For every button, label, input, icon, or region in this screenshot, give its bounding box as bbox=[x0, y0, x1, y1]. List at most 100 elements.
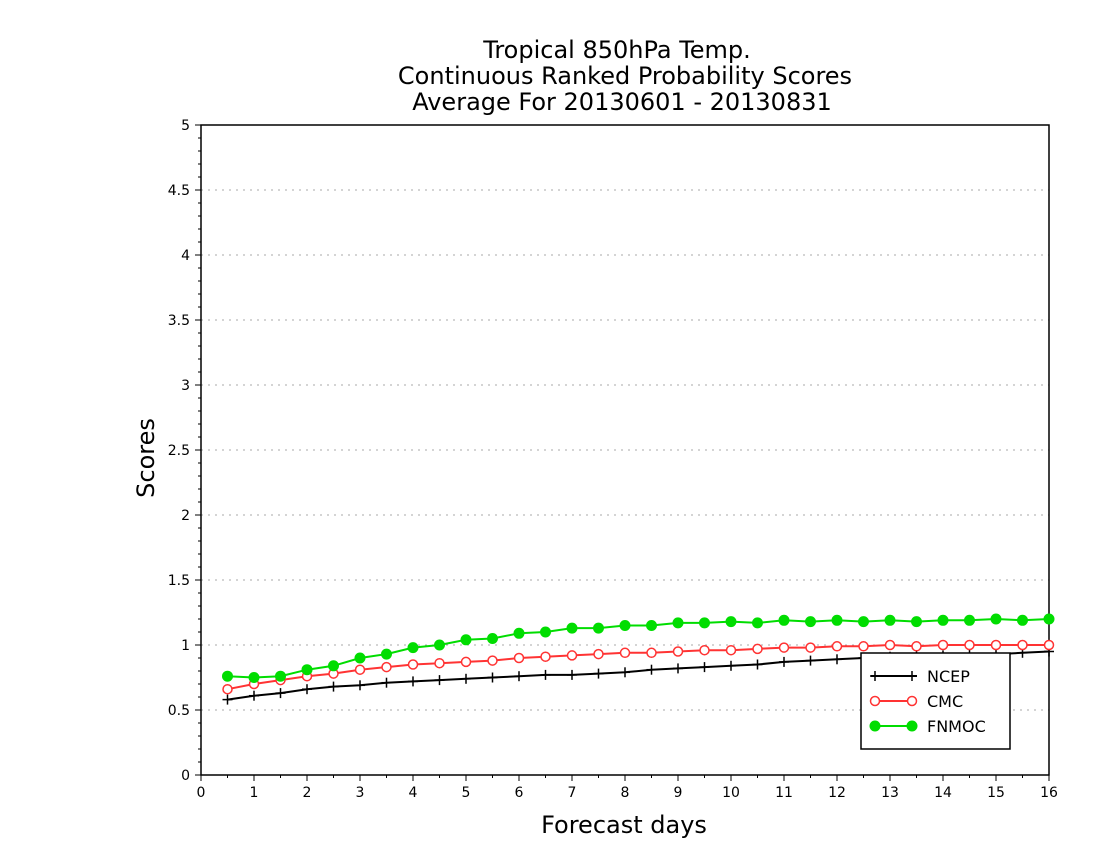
data-point-ncep bbox=[434, 675, 445, 686]
data-point-cmc bbox=[619, 647, 631, 659]
data-point-cmc bbox=[646, 647, 657, 659]
data-point-cmc bbox=[778, 642, 790, 653]
data-point-cmc bbox=[513, 652, 525, 664]
data-point-fnmoc bbox=[434, 639, 445, 651]
data-point-cmc bbox=[566, 650, 578, 661]
data-point-cmc bbox=[354, 664, 366, 675]
data-point-ncep bbox=[805, 655, 816, 666]
data-point-ncep bbox=[275, 688, 286, 699]
data-point-fnmoc bbox=[222, 670, 233, 682]
x-tick-label: 11 bbox=[775, 785, 793, 801]
legend-marker-ncep bbox=[907, 671, 917, 681]
data-point-ncep bbox=[540, 669, 551, 680]
data-point-ncep bbox=[593, 668, 604, 679]
y-tick-label: 1.5 bbox=[168, 573, 190, 589]
data-point-fnmoc bbox=[725, 616, 737, 628]
data-point-ncep bbox=[779, 656, 789, 667]
y-tick-label: 0.5 bbox=[168, 703, 190, 719]
x-tick-label: 9 bbox=[674, 785, 683, 801]
series-cmc bbox=[222, 639, 1055, 695]
data-point-ncep bbox=[514, 671, 524, 682]
x-tick-label: 12 bbox=[828, 785, 846, 801]
legend-label-ncep: NCEP bbox=[927, 667, 970, 686]
y-tick-label: 4 bbox=[181, 248, 190, 264]
data-point-fnmoc bbox=[566, 622, 578, 634]
title-line-3: Average For 20130601 - 20130831 bbox=[412, 88, 832, 116]
data-point-ncep bbox=[381, 677, 392, 688]
data-point-cmc bbox=[460, 656, 472, 668]
data-point-cmc bbox=[222, 683, 233, 695]
data-point-fnmoc bbox=[513, 627, 525, 639]
data-point-cmc bbox=[540, 651, 551, 662]
legend-label-cmc: CMC bbox=[927, 692, 963, 711]
data-point-fnmoc bbox=[752, 617, 763, 629]
data-point-ncep bbox=[673, 663, 683, 674]
data-point-cmc bbox=[752, 643, 763, 655]
legend-marker-fnmoc bbox=[906, 720, 918, 732]
data-point-cmc bbox=[487, 655, 498, 666]
data-point-fnmoc bbox=[1017, 614, 1028, 626]
x-tick-label: 0 bbox=[197, 785, 206, 801]
data-point-ncep bbox=[249, 690, 259, 701]
data-point-fnmoc bbox=[407, 642, 419, 654]
y-tick-label: 3.5 bbox=[168, 313, 190, 329]
axes: 00.511.522.533.544.550 1 2 3 4 5 6 7 8 9 10 11 12 13 1… bbox=[168, 118, 1058, 801]
y-tick-label: 0 bbox=[181, 768, 190, 784]
data-point-fnmoc bbox=[778, 614, 790, 626]
y-tick-label: 1 bbox=[181, 638, 190, 654]
data-point-ncep bbox=[328, 681, 339, 692]
series-fnmoc bbox=[222, 613, 1055, 683]
title-line-2: Continuous Ranked Probability Scores bbox=[398, 62, 852, 90]
x-tick-label: 8 bbox=[621, 785, 630, 801]
y-axis-label: Scores bbox=[132, 418, 160, 498]
data-point-fnmoc bbox=[858, 616, 869, 628]
data-point-fnmoc bbox=[699, 617, 710, 629]
data-point-fnmoc bbox=[805, 616, 816, 628]
legend: NCEP CMC FNMOC bbox=[860, 652, 1011, 750]
data-point-ncep bbox=[726, 660, 736, 671]
x-tick-label: 6 bbox=[515, 785, 524, 801]
title-line-1: Tropical 850hPa Temp. bbox=[482, 36, 751, 64]
y-tick-label: 2.5 bbox=[168, 443, 190, 459]
data-point-ncep bbox=[620, 667, 630, 678]
x-tick-label: 2 bbox=[303, 785, 312, 801]
data-point-fnmoc bbox=[619, 620, 631, 631]
data-point-fnmoc bbox=[831, 614, 843, 626]
data-point-fnmoc bbox=[672, 617, 684, 629]
x-tick-label: 10 bbox=[722, 785, 740, 801]
data-point-fnmoc bbox=[646, 620, 657, 631]
data-point-fnmoc bbox=[1043, 613, 1055, 625]
data-point-cmc bbox=[964, 639, 975, 651]
data-point-fnmoc bbox=[540, 626, 551, 638]
chart-title: Tropical 850hPa Temp. Continuous Ranked … bbox=[398, 36, 852, 116]
legend-label-fnmoc: FNMOC bbox=[927, 717, 986, 736]
data-point-cmc bbox=[699, 644, 710, 656]
data-point-cmc bbox=[672, 646, 684, 657]
data-point-ncep bbox=[355, 680, 365, 691]
data-point-cmc bbox=[381, 661, 392, 673]
x-tick-label: 3 bbox=[356, 785, 365, 801]
data-point-fnmoc bbox=[381, 648, 392, 660]
x-tick-label: 14 bbox=[934, 785, 952, 801]
data-point-fnmoc bbox=[964, 614, 975, 626]
data-point-cmc bbox=[725, 644, 737, 656]
x-tick-label: 15 bbox=[987, 785, 1005, 801]
data-point-ncep bbox=[487, 672, 498, 683]
data-point-fnmoc bbox=[354, 652, 366, 664]
data-point-fnmoc bbox=[937, 614, 949, 626]
series-group bbox=[222, 613, 1055, 705]
data-point-ncep bbox=[567, 669, 577, 680]
x-tick-label: 4 bbox=[409, 785, 418, 801]
data-point-ncep bbox=[752, 659, 763, 670]
grid-lines bbox=[201, 189, 1049, 711]
y-tick-label: 5 bbox=[181, 118, 190, 134]
data-point-cmc bbox=[937, 639, 949, 651]
legend-marker-ncep bbox=[870, 671, 880, 681]
data-point-ncep bbox=[832, 654, 842, 665]
data-point-cmc bbox=[884, 639, 896, 651]
data-point-fnmoc bbox=[275, 670, 286, 682]
data-point-cmc bbox=[805, 642, 816, 653]
data-point-cmc bbox=[831, 641, 843, 652]
data-point-cmc bbox=[1017, 639, 1028, 651]
data-point-ncep bbox=[646, 664, 657, 675]
